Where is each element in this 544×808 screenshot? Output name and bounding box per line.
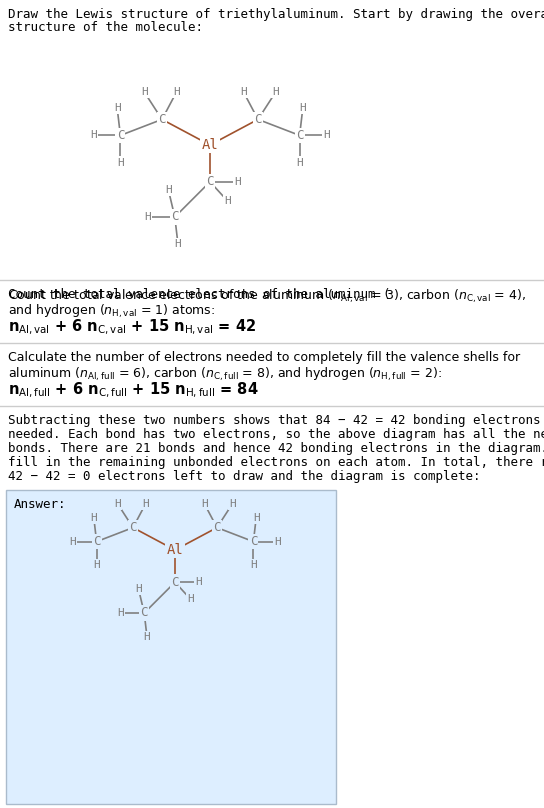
Text: H: H [165, 185, 172, 195]
Text: $\mathbf{n_\mathrm{Al,full}}$ + 6 $\mathbf{n_\mathrm{C,full}}$ + 15 $\mathbf{n_\: $\mathbf{n_\mathrm{Al,full}}$ + 6 $\math… [8, 381, 258, 400]
Text: Al: Al [166, 543, 183, 557]
Text: C: C [129, 521, 137, 534]
Text: H: H [187, 594, 194, 604]
Text: needed. Each bond has two electrons, so the above diagram has all the necessary: needed. Each bond has two electrons, so … [8, 428, 544, 441]
Text: H: H [240, 87, 247, 97]
Text: H: H [299, 103, 306, 113]
Text: C: C [140, 607, 148, 620]
Text: and hydrogen ($n_\mathrm{H,val}$ = 1) atoms:: and hydrogen ($n_\mathrm{H,val}$ = 1) at… [8, 303, 215, 320]
Text: H: H [250, 561, 257, 570]
Text: H: H [296, 158, 303, 167]
Text: H: H [90, 513, 97, 523]
Text: C: C [171, 211, 178, 224]
Text: H: H [70, 537, 76, 546]
Text: C: C [213, 521, 221, 534]
Text: H: H [142, 499, 149, 509]
Text: Draw the Lewis structure of triethylaluminum. Start by drawing the overall: Draw the Lewis structure of triethylalum… [8, 8, 544, 21]
Text: H: H [175, 239, 181, 249]
Text: H: H [141, 87, 148, 97]
Text: C: C [171, 576, 179, 589]
Text: C: C [250, 535, 257, 548]
Text: C: C [116, 129, 124, 142]
Text: H: H [229, 499, 236, 509]
Text: H: H [234, 177, 240, 187]
Text: H: H [201, 499, 208, 509]
Text: bonds. There are 21 bonds and hence 42 bonding electrons in the diagram. Lastly,: bonds. There are 21 bonds and hence 42 b… [8, 442, 544, 455]
Text: aluminum ($n_\mathrm{Al,full}$ = 6), carbon ($n_\mathrm{C,full}$ = 8), and hydro: aluminum ($n_\mathrm{Al,full}$ = 6), car… [8, 366, 442, 383]
Text: C: C [296, 129, 304, 142]
Text: H: H [195, 577, 202, 587]
Text: C: C [206, 175, 214, 188]
Text: H: H [144, 212, 151, 222]
Text: H: H [272, 87, 279, 97]
Text: $\mathbf{n_\mathrm{Al,val}}$ + 6 $\mathbf{n_\mathrm{C,val}}$ + 15 $\mathbf{n_\ma: $\mathbf{n_\mathrm{Al,val}}$ + 6 $\mathb… [8, 318, 256, 337]
Text: H: H [253, 513, 259, 523]
Text: Calculate the number of electrons needed to completely fill the valence shells f: Calculate the number of electrons needed… [8, 351, 520, 364]
Text: Al: Al [202, 138, 218, 152]
Text: H: H [135, 584, 142, 594]
Text: structure of the molecule:: structure of the molecule: [8, 21, 203, 34]
Text: H: H [224, 196, 231, 206]
Text: H: H [324, 130, 330, 141]
Text: Count the total valence electrons of the aluminum ($n_\mathrm{Al,val}$ = 3), car: Count the total valence electrons of the… [8, 288, 526, 305]
Text: Answer:: Answer: [14, 498, 66, 511]
Text: H: H [114, 103, 121, 113]
Text: C: C [158, 113, 166, 126]
Text: H: H [114, 499, 121, 509]
Text: 42 − 42 = 0 electrons left to draw and the diagram is complete:: 42 − 42 = 0 electrons left to draw and t… [8, 470, 480, 483]
Text: H: H [173, 87, 180, 97]
Text: H: H [93, 561, 100, 570]
Text: Subtracting these two numbers shows that 84 − 42 = 42 bonding electrons are: Subtracting these two numbers shows that… [8, 414, 544, 427]
Text: C: C [254, 113, 262, 126]
Text: fill in the remaining unbonded electrons on each atom. In total, there remain: fill in the remaining unbonded electrons… [8, 456, 544, 469]
Text: C: C [93, 535, 100, 548]
FancyBboxPatch shape [6, 490, 336, 804]
Text: H: H [117, 158, 124, 167]
Text: Count the total valence electrons of the aluminum (: Count the total valence electrons of the… [8, 288, 391, 301]
Text: H: H [117, 608, 124, 618]
Text: H: H [90, 130, 97, 141]
Text: H: H [274, 537, 281, 546]
Text: H: H [144, 632, 150, 642]
